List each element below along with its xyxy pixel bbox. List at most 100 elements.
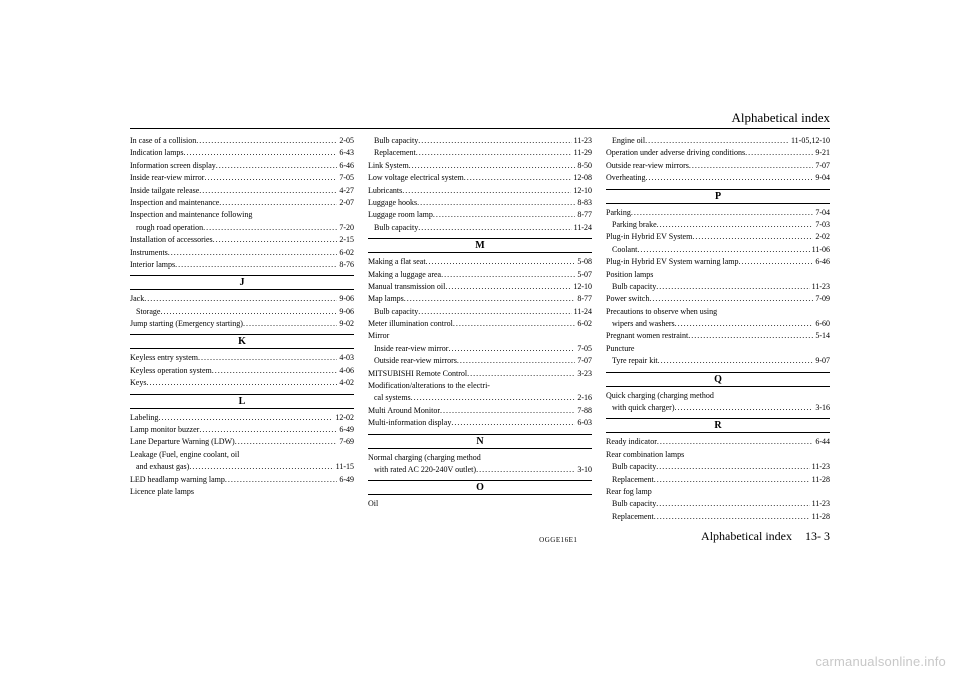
entry-label: Parking: [606, 207, 631, 219]
entry-page: 7-07: [813, 160, 830, 172]
entry-page: 2-15: [337, 234, 354, 246]
index-entry: Inside rear-view mirror7-05: [368, 343, 592, 355]
leader-dots: [146, 377, 337, 389]
entry-label: Mirror: [368, 330, 389, 342]
watermark: carmanualsonline.info: [815, 654, 946, 669]
section-heading: O: [368, 480, 592, 495]
index-entry: Instruments 6-02: [130, 247, 354, 259]
leader-dots: [457, 355, 575, 367]
leader-dots: [204, 172, 337, 184]
entry-label: Interior lamps: [130, 259, 175, 271]
leader-dots: [189, 461, 333, 473]
index-entry: wipers and washers 6-60: [606, 318, 830, 330]
index-column: In case of a collision2-05Indication lam…: [130, 135, 354, 523]
index-entry: Luggage hooks8-83: [368, 197, 592, 209]
entry-label: Installation of accessories: [130, 234, 213, 246]
entry-label: with rated AC 220-240V outlet): [374, 464, 476, 476]
leader-dots: [692, 231, 813, 243]
entry-page: 8-77: [575, 293, 592, 305]
entry-label: Outside rear-view mirrors: [606, 160, 689, 172]
leader-dots: [243, 318, 337, 330]
entry-label: Keyless entry system: [130, 352, 198, 364]
index-entry: and exhaust gas)11-15: [130, 461, 354, 473]
entry-page: 11-23: [810, 461, 830, 473]
leader-dots: [213, 234, 338, 246]
leader-dots: [225, 474, 337, 486]
leader-dots: [216, 160, 338, 172]
leader-dots: [196, 135, 337, 147]
index-entry: Low voltage electrical system12-08: [368, 172, 592, 184]
entry-page: 5-14: [813, 330, 830, 342]
leader-dots: [440, 405, 575, 417]
index-entry: with quick charger)3-16: [606, 402, 830, 414]
entry-label: Licence plate lamps: [130, 486, 194, 498]
footer-right: Alphabetical index 13- 3: [701, 529, 830, 544]
index-columns: In case of a collision2-05Indication lam…: [130, 135, 830, 523]
entry-label: Storage: [136, 306, 160, 318]
entry-label: LED headlamp warning lamp: [130, 474, 225, 486]
entry-label: Ready indicator: [606, 436, 657, 448]
entry-label: Rear fog lamp: [606, 486, 652, 498]
index-entry: Lamp monitor buzzer6-49: [130, 424, 354, 436]
index-entry: Indication lamps6-43: [130, 147, 354, 159]
entry-label: Multi Around Monitor: [368, 405, 440, 417]
entry-page: 2-05: [337, 135, 354, 147]
section-heading: L: [130, 394, 354, 409]
index-entry: Position lamps: [606, 269, 830, 281]
leader-dots: [675, 402, 814, 414]
leader-dots: [409, 160, 576, 172]
leader-dots: [689, 160, 813, 172]
entry-label: Jump starting (Emergency starting): [130, 318, 243, 330]
index-entry: Multi Around Monitor7-88: [368, 405, 592, 417]
index-entry: Outside rear-view mirrors7-07: [368, 355, 592, 367]
entry-label: Lamp monitor buzzer: [130, 424, 199, 436]
index-entry: Bulb capacity11-23: [606, 461, 830, 473]
entry-page: 12-10: [571, 281, 592, 293]
leader-dots: [657, 436, 813, 448]
index-entry: Overheating9-04: [606, 172, 830, 184]
index-entry: Inspection and maintenance following: [130, 209, 354, 221]
index-entry: Replacement11-29: [368, 147, 592, 159]
section-heading: P: [606, 189, 830, 204]
entry-label: Keyless operation system: [130, 365, 212, 377]
entry-label: Overheating: [606, 172, 646, 184]
leader-dots: [184, 147, 338, 159]
entry-label: Pregnant women restraint: [606, 330, 688, 342]
index-entry: Coolant11-06: [606, 244, 830, 256]
entry-page: 12-08: [571, 172, 592, 184]
leader-dots: [739, 256, 814, 268]
entry-label: Luggage hooks: [368, 197, 417, 209]
entry-label: wipers and washers: [612, 318, 675, 330]
entry-label: Luggage room lamp: [368, 209, 433, 221]
entry-label: Instruments: [130, 247, 168, 259]
entry-page: 9-06: [337, 306, 354, 318]
leader-dots: [417, 197, 575, 209]
leader-dots: [654, 511, 810, 523]
index-entry: Bulb capacity11-23: [606, 281, 830, 293]
entry-page: 6-02: [337, 247, 354, 259]
section-heading: M: [368, 238, 592, 253]
entry-label: Replacement: [612, 511, 654, 523]
index-entry: Normal charging (charging method: [368, 452, 592, 464]
leader-dots: [637, 244, 809, 256]
leader-dots: [657, 219, 814, 231]
index-entry: Outside rear-view mirrors 7-07: [606, 160, 830, 172]
entry-page: 6-60: [813, 318, 830, 330]
entry-page: 9-21: [813, 147, 830, 159]
index-entry: Licence plate lamps: [130, 486, 354, 498]
index-entry: Manual transmission oil12-10: [368, 281, 592, 293]
entry-label: Making a luggage area: [368, 269, 441, 281]
index-entry: Labeling12-02: [130, 412, 354, 424]
index-entry: Parking brake7-03: [606, 219, 830, 231]
index-entry: Rear fog lamp: [606, 486, 830, 498]
entry-label: Inside tailgate release: [130, 185, 199, 197]
index-entry: Lubricants12-10: [368, 185, 592, 197]
entry-label: Link System: [368, 160, 409, 172]
entry-page: 6-43: [337, 147, 354, 159]
entry-page: 3-23: [575, 368, 592, 380]
entry-page: 12-10: [571, 185, 592, 197]
leader-dots: [467, 368, 575, 380]
index-entry: Keyless operation system4-06: [130, 365, 354, 377]
leader-dots: [451, 417, 575, 429]
entry-label: Replacement: [374, 147, 416, 159]
